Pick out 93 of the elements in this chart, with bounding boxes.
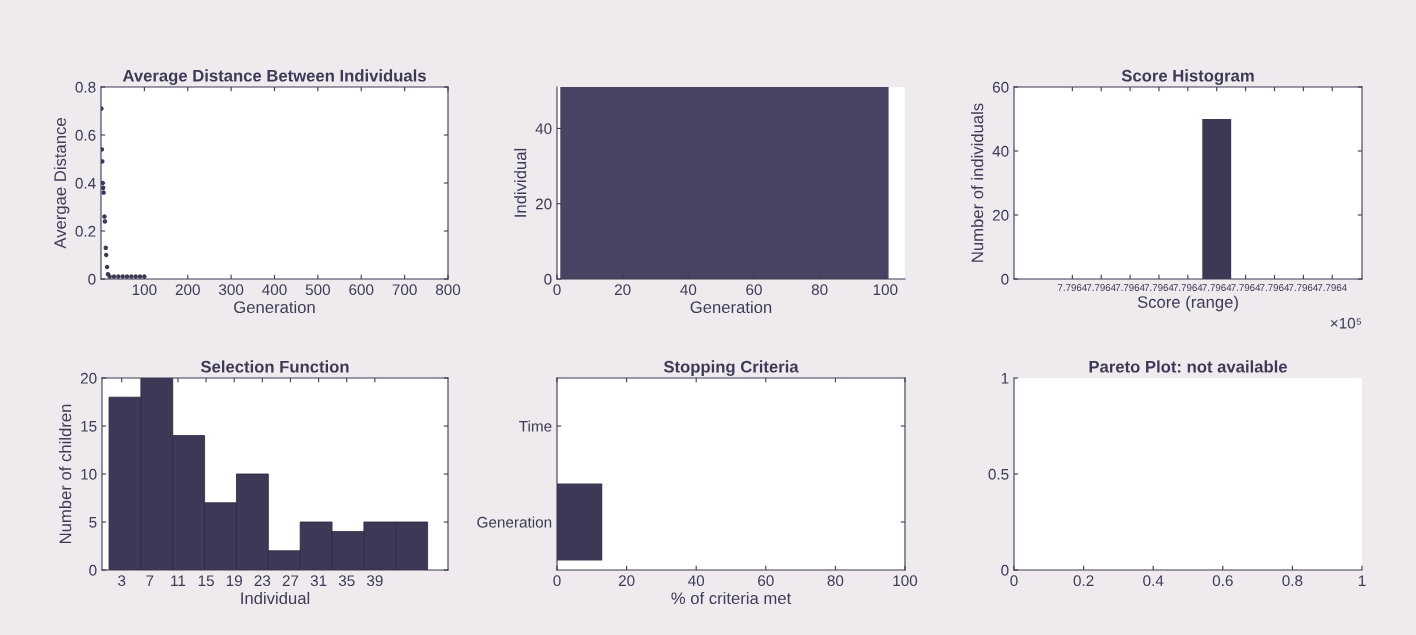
point — [102, 219, 108, 224]
point — [120, 274, 125, 279]
y-tick-label: 0 — [1001, 564, 1009, 576]
x-tick-label: 0.8 — [1282, 575, 1303, 587]
x-tick-label: 7 — [146, 575, 154, 586]
y-axis-title: Number of individuals — [971, 103, 984, 262]
x-tick-label: 20 — [618, 575, 635, 587]
point — [101, 190, 106, 195]
point — [104, 264, 110, 270]
x-tick-label: 60 — [758, 575, 774, 587]
y-tick-label: 0.8 — [75, 81, 96, 93]
y-tick-label: 20 — [992, 209, 1009, 221]
y-tick-label: 20 — [80, 372, 97, 384]
x-tick-label: 100 — [873, 284, 898, 296]
x-tick-label: 60 — [746, 284, 762, 296]
x-tick-label: 31 — [310, 575, 327, 587]
y-tick-label: 10 — [81, 468, 97, 480]
x-axis-title: Score (range) — [1137, 295, 1238, 312]
x-tick-label: 0 — [1010, 575, 1018, 587]
y-tick-label: 40 — [535, 123, 552, 135]
text: ×10⁵ — [1330, 317, 1362, 329]
y-tick-label: 0.5 — [988, 468, 1009, 480]
x-tick-label: 27 — [282, 575, 299, 586]
y-tick-label: 0.4 — [75, 177, 96, 189]
x-tick-label: 39 — [366, 575, 383, 587]
point — [103, 245, 109, 251]
point — [137, 274, 143, 279]
x-tick-label: 7.7964 — [1115, 284, 1145, 291]
x-tick-label: 7.7964 — [1173, 284, 1203, 291]
y-tick-label: 15 — [81, 421, 97, 432]
y-axis-title: Avergae Distance — [53, 118, 70, 249]
y-tick-label: 0.6 — [75, 129, 96, 141]
x-tick-label: 400 — [262, 284, 287, 296]
chart-title: Selection Function — [200, 360, 349, 373]
point — [102, 214, 107, 219]
chart-title: Score Histogram — [1121, 69, 1254, 85]
x-tick-label: 80 — [827, 575, 844, 587]
x-tick-label: 35 — [338, 575, 355, 587]
y-tick-label: Time — [519, 420, 552, 432]
x-axis-title: % of criteria met — [671, 591, 792, 605]
x-tick-label: 7.7964 — [1289, 284, 1318, 291]
y-tick-label: 0 — [89, 564, 97, 576]
x-tick-label: 100 — [132, 284, 157, 296]
x-tick-label: 800 — [435, 284, 461, 296]
point — [116, 274, 121, 279]
x-tick-label: 700 — [392, 284, 417, 296]
point — [111, 274, 117, 279]
x-tick-label: 19 — [226, 575, 242, 587]
point — [103, 252, 109, 258]
x-tick-label: 23 — [254, 575, 271, 587]
x-tick-label: 300 — [218, 284, 244, 296]
chart-title: Pareto Plot: not available — [1089, 360, 1287, 373]
x-tick-label: 1 — [1358, 575, 1366, 586]
y-axis-title: Number of children — [59, 404, 72, 544]
x-tick-label: 7.7964 — [1202, 284, 1232, 291]
y-tick-label: 60 — [992, 81, 1009, 93]
y-tick-label: 5 — [89, 517, 97, 528]
x-tick-label: 0 — [553, 284, 561, 296]
x-tick-label: 200 — [175, 284, 200, 296]
y-tick-label: 40 — [992, 145, 1009, 157]
x-tick-label: 0.4 — [1143, 575, 1164, 587]
x-tick-label: 7.7964 — [1086, 284, 1116, 291]
point — [133, 274, 138, 279]
x-tick-label: 20 — [614, 284, 631, 296]
point — [129, 274, 134, 279]
y-tick-label: Generation — [477, 516, 552, 528]
x-tick-label: 11 — [171, 575, 186, 586]
x-tick-label: 7.7964 — [1144, 284, 1174, 291]
x-axis-title: Generation — [690, 300, 772, 314]
y-tick-label: 20 — [535, 198, 552, 210]
x-tick-label: 7.7964 — [1231, 284, 1261, 291]
x-axis-title: Individual — [241, 591, 310, 605]
x-tick-label: 0.2 — [1073, 575, 1094, 587]
y-tick-label: 0.2 — [75, 225, 96, 237]
x-tick-label: 0 — [553, 575, 561, 587]
y-axis-title: Individual — [514, 148, 527, 217]
chart-title: Stopping Criteria — [663, 360, 799, 376]
point — [124, 274, 130, 279]
x-tick-label: 7.7964 — [1057, 284, 1087, 291]
x-tick-label: 100 — [893, 575, 918, 587]
y-tick-label: 1 — [1001, 373, 1009, 384]
x-tick-label: 0.6 — [1212, 575, 1233, 587]
x-tick-label: 7.7964 — [1317, 284, 1347, 291]
x-tick-label: 3 — [118, 575, 126, 587]
x-tick-label: 15 — [198, 575, 214, 587]
x-tick-label: 40 — [688, 575, 705, 587]
x-tick-label: 600 — [349, 284, 374, 296]
x-axis-title: Generation — [234, 300, 315, 314]
x-tick-label: 80 — [811, 284, 828, 296]
x-tick-label: 500 — [305, 284, 331, 296]
x-tick-label: 7.7964 — [1260, 284, 1290, 291]
chart-title: Average Distance Between Individuals — [122, 69, 426, 85]
x-tick-label: 40 — [680, 284, 697, 296]
